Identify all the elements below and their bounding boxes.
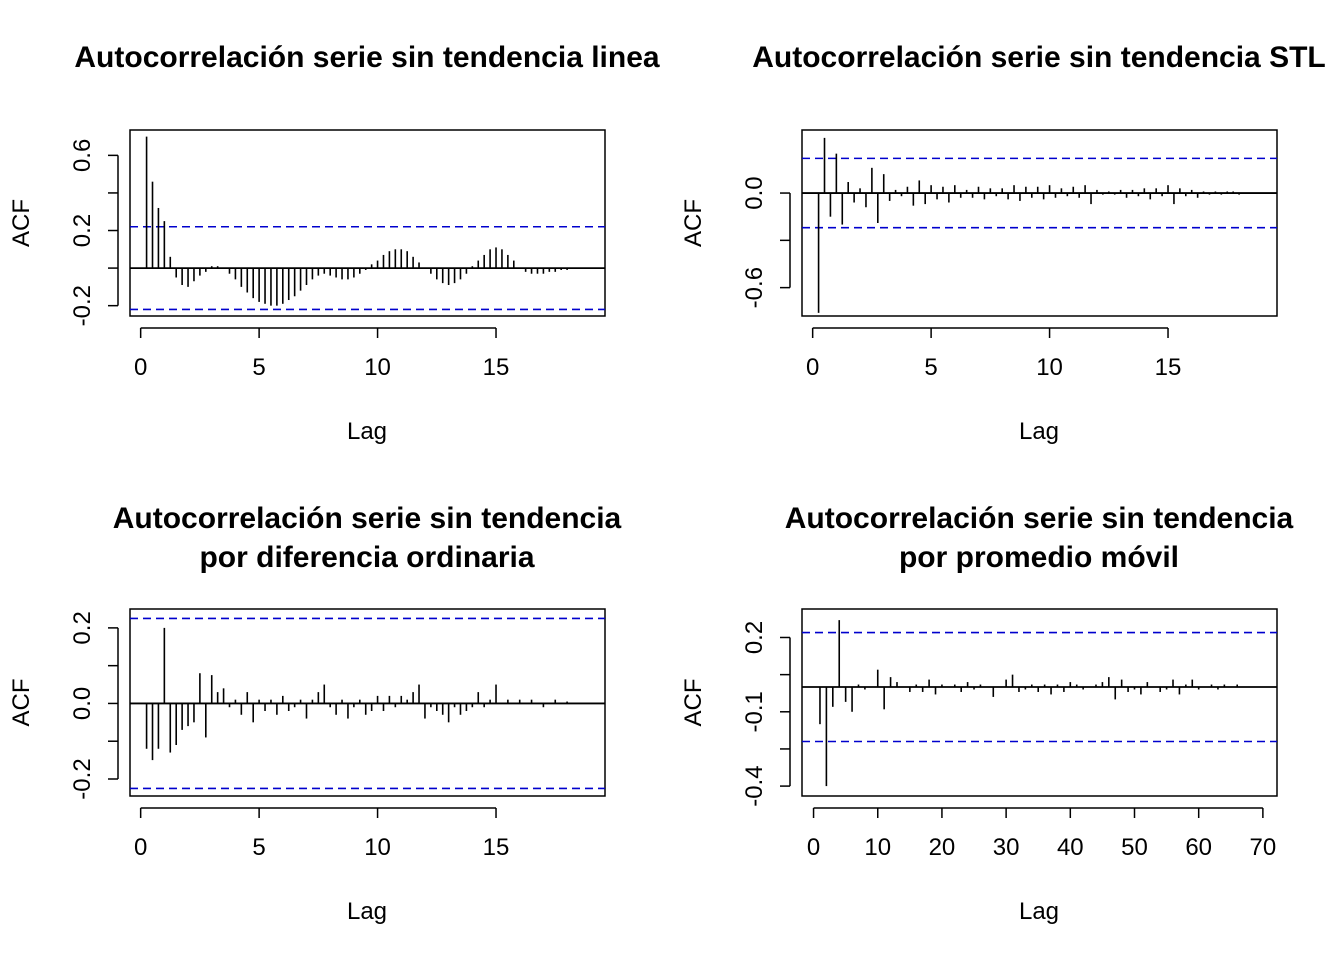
y-tick-label: 0.0 [69,687,96,720]
y-tick-label: 0.0 [741,176,768,209]
x-tick-label: 15 [483,354,510,381]
x-axis-label: Lag [1019,898,1059,925]
x-tick-label: 0 [806,354,819,381]
x-tick-label: 5 [252,834,265,861]
plot-frame [129,608,606,797]
y-axis-label: ACF [680,679,707,727]
acf-panel-2: Autocorrelación serie sin tendencia STL 0… [680,41,1326,445]
y-axis-label: ACF [8,679,35,727]
y-tick-label: -0.2 [69,285,96,326]
y-axis-label: ACF [680,199,707,247]
plot-frame [801,608,1278,797]
y-tick-label: 0.2 [69,611,96,644]
y-tick-label: 0.2 [69,214,96,247]
x-tick-label: 50 [1121,834,1148,861]
x-tick-label: 5 [252,354,265,381]
y-tick-label: 0.2 [741,621,768,654]
x-tick-label: 60 [1185,834,1212,861]
chart-title: Autocorrelación serie sin tendencia line… [74,41,660,74]
acf-panel-4: Autocorrelación serie sin tendencia por p… [680,502,1294,925]
chart-title: Autocorrelación serie sin tendencia [785,502,1294,535]
chart-subtitle: por diferencia ordinaria [199,541,534,574]
x-tick-label: 20 [929,834,956,861]
x-tick-label: 0 [134,354,147,381]
x-tick-label: 10 [1036,354,1063,381]
y-tick-label: -0.4 [741,765,768,806]
x-tick-label: 5 [924,354,937,381]
acf-panel-3: Autocorrelación serie sin tendencia por d… [8,502,622,925]
chart-title: Autocorrelación serie sin tendencia [113,502,622,535]
acf-panel-1: Autocorrelación serie sin tendencia line… [8,41,660,445]
y-tick-label: -0.6 [741,267,768,308]
plot-area [802,620,1277,787]
x-tick-label: 70 [1250,834,1277,861]
x-tick-label: 0 [134,834,147,861]
x-tick-label: 10 [864,834,891,861]
y-tick-label: -0.2 [69,758,96,799]
plot-area [130,136,605,311]
x-tick-label: 40 [1057,834,1084,861]
x-tick-label: 15 [483,834,510,861]
x-axis-label: Lag [1019,418,1059,445]
x-tick-label: 30 [993,834,1020,861]
plot-frame [129,129,606,317]
y-tick-label: -0.1 [741,691,768,732]
x-axis-label: Lag [347,418,387,445]
x-axis-label: Lag [347,898,387,925]
y-tick-label: 0.6 [69,139,96,172]
x-tick-label: 10 [364,834,391,861]
plot-frame [801,129,1278,317]
x-tick-label: 0 [807,834,820,861]
chart-title: Autocorrelación serie sin tendencia STL [752,41,1326,74]
x-tick-label: 15 [1155,354,1182,381]
plot-area [802,137,1277,313]
y-axis-label: ACF [8,199,35,247]
x-tick-label: 10 [364,354,391,381]
chart-subtitle: por promedio móvil [899,541,1179,574]
plot-area [130,617,605,790]
